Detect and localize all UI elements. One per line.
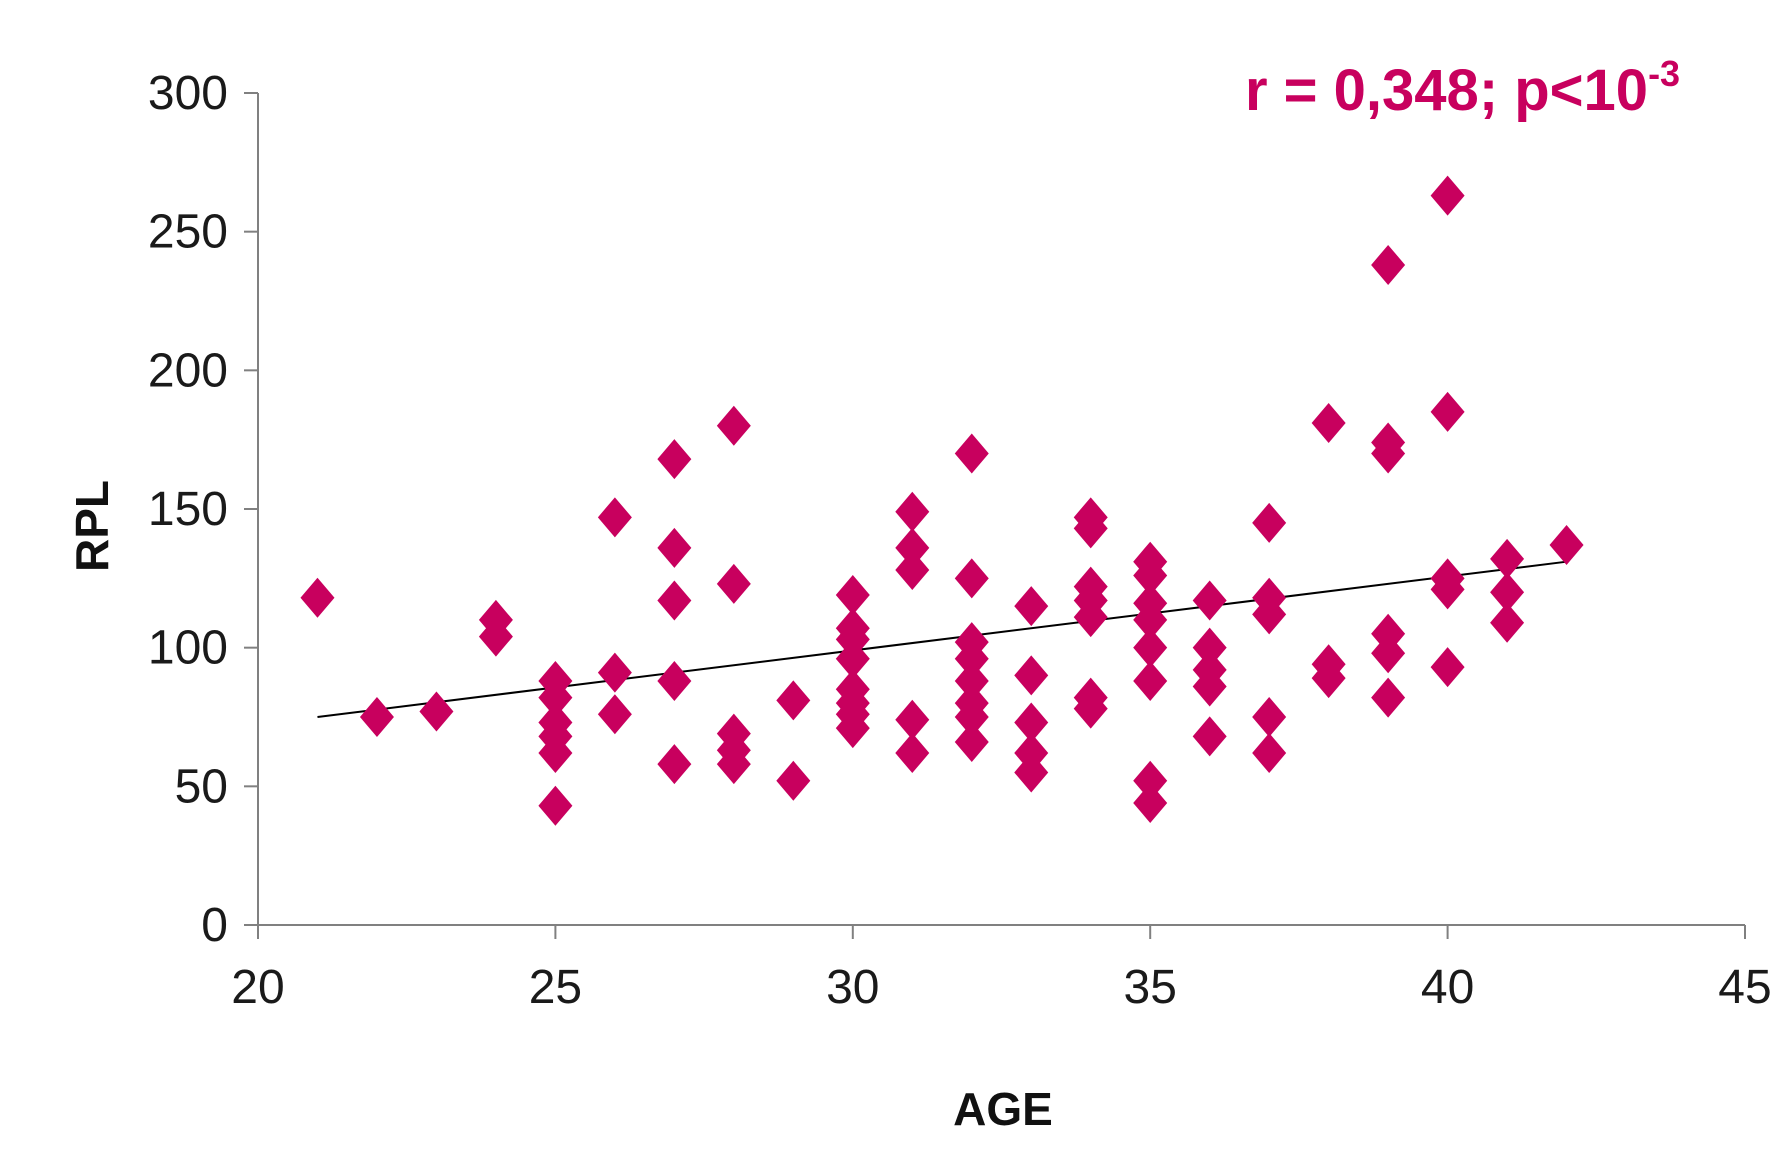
x-tick-label: 30 (826, 961, 879, 1014)
data-point (954, 558, 989, 599)
data-point (1192, 716, 1227, 757)
y-tick-label: 0 (201, 899, 228, 952)
data-point (954, 638, 989, 679)
data-point (1371, 633, 1406, 674)
data-point (1371, 433, 1406, 474)
data-point (1430, 391, 1465, 432)
data-point (1490, 602, 1525, 643)
data-point (1252, 697, 1287, 737)
data-point (597, 652, 632, 693)
data-point (657, 660, 692, 701)
y-tick-label: 200 (148, 344, 228, 397)
data-point (1133, 599, 1168, 640)
y-axis-ticks: 0 50 100 150 200 250 300 (148, 67, 258, 952)
data-point (1014, 655, 1049, 696)
data-point (1014, 752, 1049, 793)
data-point (419, 691, 454, 732)
data-point (895, 733, 930, 774)
data-point (1549, 525, 1584, 566)
data-point (538, 785, 573, 826)
x-tick-label: 35 (1124, 961, 1177, 1014)
data-point (1133, 782, 1168, 823)
y-axis-title: RPL (66, 480, 118, 572)
data-point (1014, 586, 1049, 627)
data-point (1133, 627, 1168, 668)
correlation-annotation-superscript: -3 (1648, 53, 1680, 94)
data-point (657, 527, 692, 568)
data-point (716, 563, 751, 604)
x-axis-ticks: 20 25 30 35 40 45 (231, 925, 1772, 1014)
data-point (1430, 175, 1465, 216)
data-point (954, 721, 989, 762)
data-point (1430, 569, 1465, 610)
y-tick-label: 300 (148, 67, 228, 120)
data-point (597, 497, 632, 538)
data-point (538, 733, 573, 774)
y-tick-label: 250 (148, 206, 228, 259)
data-point (776, 760, 811, 801)
data-point (954, 697, 989, 737)
y-tick-label: 50 (175, 760, 228, 813)
data-point (300, 577, 335, 618)
data-point (1073, 508, 1108, 549)
data-point (1133, 555, 1168, 596)
data-point (1371, 677, 1406, 718)
data-point (1252, 502, 1287, 543)
data-point (835, 574, 870, 615)
data-point (1073, 688, 1108, 729)
data-point (895, 550, 930, 591)
x-axis-title: AGE (953, 1083, 1053, 1135)
data-point (1192, 580, 1227, 621)
data-point (1014, 702, 1049, 743)
data-point (1073, 597, 1108, 638)
data-point (1311, 658, 1346, 699)
data-point (716, 744, 751, 785)
x-tick-label: 25 (529, 961, 582, 1014)
data-point (954, 660, 989, 701)
y-tick-label: 150 (148, 483, 228, 536)
x-tick-label: 20 (231, 961, 284, 1014)
data-point (359, 697, 394, 737)
trendline (317, 560, 1567, 718)
data-points (300, 175, 1584, 826)
data-point (895, 527, 930, 568)
data-point (657, 439, 692, 480)
x-tick-label: 45 (1718, 961, 1771, 1014)
data-point (1311, 403, 1346, 444)
x-tick-label: 40 (1421, 961, 1474, 1014)
data-point (597, 694, 632, 735)
correlation-annotation: r = 0,348; p<10-3 (1245, 53, 1680, 123)
data-point (1371, 244, 1406, 285)
data-point (1192, 627, 1227, 668)
data-point (776, 680, 811, 721)
data-point (895, 491, 930, 532)
data-point (1430, 647, 1465, 688)
data-point (478, 616, 513, 657)
data-point (716, 405, 751, 446)
data-point (1133, 760, 1168, 801)
data-point (1192, 666, 1227, 707)
data-point (538, 677, 573, 718)
data-point (1252, 594, 1287, 635)
data-point (1490, 538, 1525, 579)
data-point (657, 744, 692, 785)
data-point (835, 708, 870, 749)
data-point (1490, 572, 1525, 613)
data-point (835, 638, 870, 679)
data-point (1133, 660, 1168, 701)
correlation-annotation-text: r = 0,348; p<10 (1245, 58, 1648, 123)
data-point (1252, 733, 1287, 774)
y-tick-label: 100 (148, 622, 228, 675)
data-point (657, 580, 692, 621)
data-point (895, 699, 930, 740)
data-point (954, 433, 989, 474)
